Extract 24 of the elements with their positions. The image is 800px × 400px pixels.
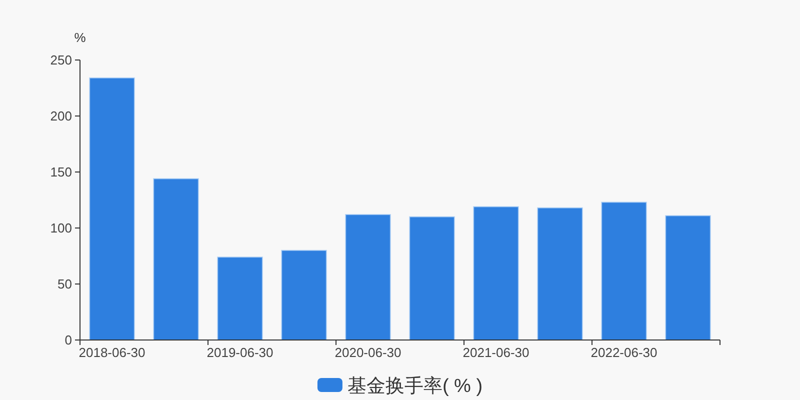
- bar: [665, 215, 711, 340]
- bar: [153, 178, 199, 340]
- legend: 基金换手率( % ): [317, 376, 483, 397]
- legend-label: 基金换手率( % ): [347, 375, 483, 397]
- bar: [89, 77, 135, 340]
- bar: [281, 250, 327, 340]
- y-tick-label: 200: [50, 108, 72, 124]
- y-tick-label: 150: [50, 164, 72, 180]
- y-axis-title: %: [74, 30, 86, 45]
- y-tick-label: 250: [50, 52, 72, 68]
- bar: [601, 202, 647, 340]
- bar: [217, 256, 263, 340]
- y-tick-label: 100: [50, 220, 72, 236]
- y-tick-label: 50: [58, 276, 72, 292]
- y-tick-label: 0: [64, 332, 72, 348]
- bar: [409, 216, 455, 340]
- bar: [537, 207, 583, 340]
- x-tick-label: 2019-06-30: [206, 345, 274, 360]
- x-tick-label: 2022-06-30: [590, 345, 658, 360]
- x-tick-label: 2021-06-30: [462, 345, 530, 360]
- x-tick-label: 2020-06-30: [334, 345, 402, 360]
- bar: [345, 214, 391, 340]
- bar: [473, 206, 519, 340]
- x-tick-label: 2018-06-30: [78, 345, 146, 360]
